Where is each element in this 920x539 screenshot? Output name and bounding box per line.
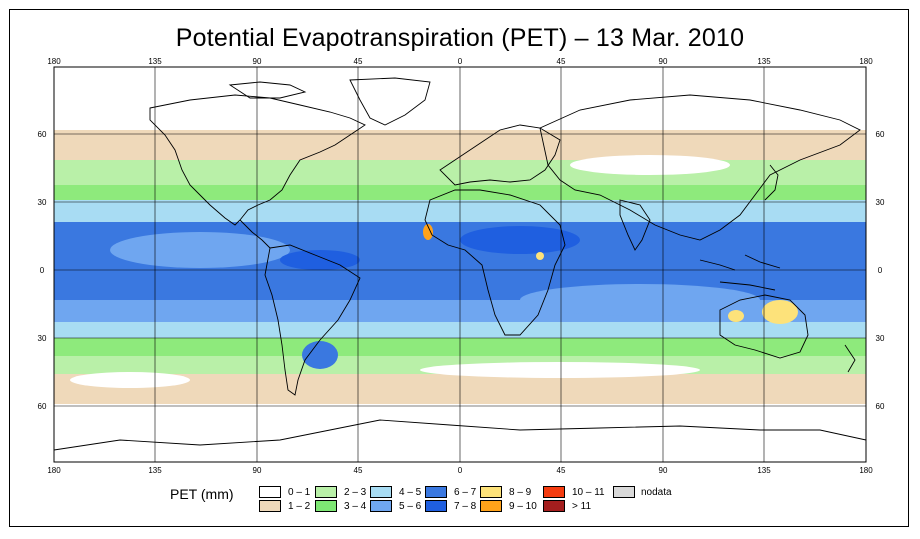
lon-ticks-top: 180 135 90 45 0 45 90 135 180: [47, 57, 873, 66]
lat-tick-label: 60: [38, 402, 47, 411]
lon-tick-label: 180: [47, 466, 61, 475]
legend-swatch: [543, 500, 565, 512]
legend-label: 3 – 4: [344, 501, 367, 512]
legend-swatch: [315, 486, 337, 498]
lon-tick-label: 180: [859, 466, 873, 475]
map-border: [53, 66, 867, 463]
legend-label: 2 – 3: [344, 487, 367, 498]
lon-tick-label: 0: [458, 57, 463, 66]
lat-tick-label: 0: [878, 266, 883, 275]
lat-ticks-right: 60 30 0 30 60: [876, 130, 885, 411]
lat-tick-label: 60: [38, 130, 47, 139]
legend-label: 10 – 11: [572, 487, 605, 498]
legend-swatch: [370, 486, 392, 498]
lat-tick-label: 30: [38, 334, 47, 343]
lon-tick-label: 90: [253, 57, 262, 66]
legend-label: 8 – 9: [509, 487, 532, 498]
lat-tick-label: 60: [876, 130, 885, 139]
legend-title: PET (mm): [170, 486, 234, 502]
legend-swatch: [315, 500, 337, 512]
figure-frame: [9, 9, 909, 527]
legend-label: 1 – 2: [288, 501, 311, 512]
lon-tick-label: 135: [148, 466, 162, 475]
legend-label: 5 – 6: [399, 501, 422, 512]
legend-label: > 11: [572, 501, 591, 512]
lon-tick-label: 135: [148, 57, 162, 66]
legend-swatch: [543, 486, 565, 498]
lon-tick-label: 45: [557, 57, 566, 66]
lat-ticks-left: 60 30 0 30 60: [38, 130, 47, 411]
coastlines: [53, 77, 867, 451]
legend-swatch: [259, 500, 281, 512]
lon-tick-label: 45: [354, 57, 363, 66]
lon-tick-label: 90: [253, 466, 262, 475]
legend-swatch: [480, 486, 502, 498]
legend-label: 6 – 7: [454, 487, 477, 498]
lon-tick-label: 45: [354, 466, 363, 475]
lon-tick-label: 90: [659, 466, 668, 475]
legend-swatch: [425, 486, 447, 498]
legend-swatch: [259, 486, 281, 498]
legend-swatch: [613, 486, 635, 498]
legend-swatch: [370, 500, 392, 512]
lon-tick-label: 135: [757, 57, 771, 66]
lat-tick-label: 0: [40, 266, 45, 275]
lat-tick-label: 30: [38, 198, 47, 207]
legend-label: 7 – 8: [454, 501, 477, 512]
legend-swatch: [425, 500, 447, 512]
graticule: [54, 67, 866, 462]
legend-label: 9 – 10: [509, 501, 537, 512]
lon-tick-label: 0: [458, 466, 463, 475]
lat-tick-label: 30: [876, 198, 885, 207]
lon-tick-label: 90: [659, 57, 668, 66]
map-title: Potential Evapotranspiration (PET) – 13 …: [175, 24, 745, 52]
lon-tick-label: 180: [47, 57, 61, 66]
legend-label: 0 – 1: [288, 487, 311, 498]
legend-label: nodata: [641, 487, 672, 498]
lon-tick-label: 180: [859, 57, 873, 66]
lon-ticks-bottom: 180 135 90 45 0 45 90 135 180: [47, 466, 873, 475]
lon-tick-label: 135: [757, 466, 771, 475]
lat-tick-label: 60: [876, 402, 885, 411]
lon-tick-label: 45: [557, 466, 566, 475]
legend-swatch: [480, 500, 502, 512]
legend-label: 4 – 5: [399, 487, 422, 498]
lat-tick-label: 30: [876, 334, 885, 343]
